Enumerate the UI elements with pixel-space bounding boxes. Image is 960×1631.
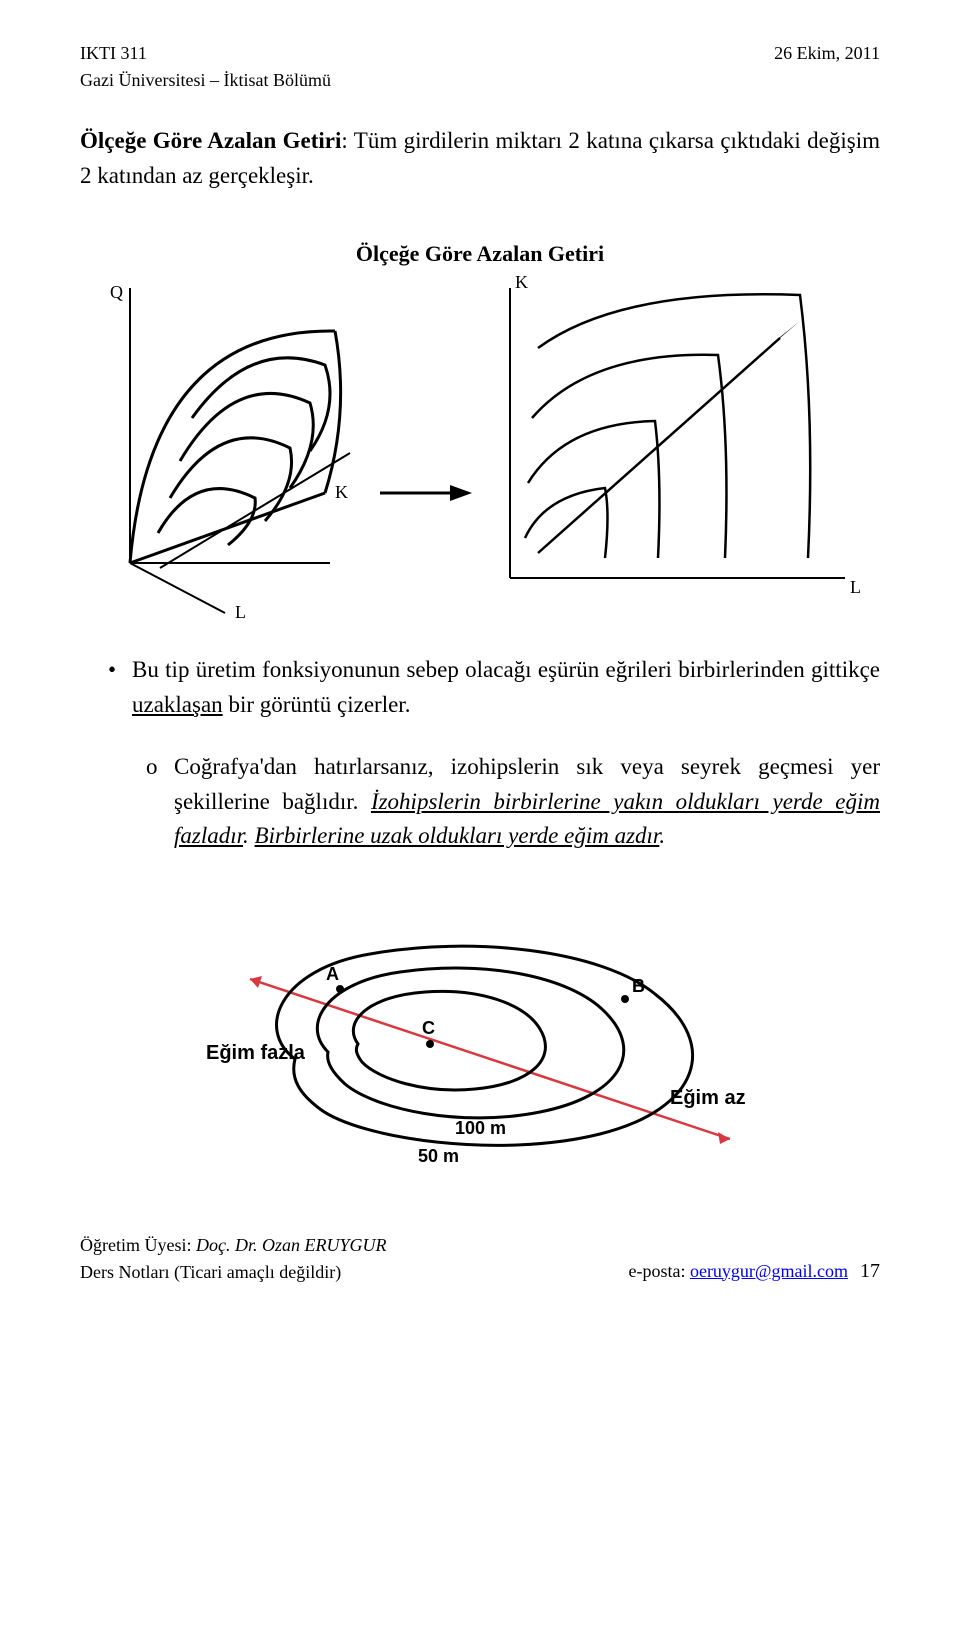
university: Gazi Üniversitesi – İktisat Bölümü [80,67,331,94]
label-50m: 50 m [418,1146,459,1166]
bullet-post: bir görüntü çizerler. [223,692,411,717]
bullet-paragraph: • Bu tip üretim fonksiyonunun sebep olac… [108,653,880,722]
header-left: IKTI 311 Gazi Üniversitesi – İktisat Böl… [80,40,331,94]
axis-Q: Q [110,282,123,302]
heading-bold: Ölçeğe Göre Azalan Getiri [80,128,341,153]
right-panel: K L [510,272,860,597]
footer-email[interactable]: oeruygur@gmail.com [690,1261,848,1281]
label-egim-az: Eğim az [670,1087,746,1109]
label-egim-fazla: Eğim fazla [206,1042,306,1064]
label-C: C [422,1018,435,1038]
bullet-underline: uzaklaşan [132,692,223,717]
footer-instructor: Öğretim Üyesi: Doç. Dr. Ozan ERUYGUR [80,1232,386,1259]
axis-L-right: L [850,577,860,597]
footer-note: Ders Notları (Ticari amaçlı değildir) [80,1259,386,1286]
footer-instr-name: Doç. Dr. Ozan ERUYGUR [196,1235,387,1255]
figure-title: Ölçeğe Göre Azalan Getiri [356,241,604,266]
date: 26 Ekim, 2011 [774,40,880,67]
footer-instr-pre: Öğretim Üyesi: [80,1235,196,1255]
sub-iu2: Birbirlerine uzak oldukları yerde eğim a… [255,823,660,848]
axis-K-left: K [335,482,348,502]
bullet-text: Bu tip üretim fonksiyonunun sebep olacağ… [132,653,880,722]
axis-L-left: L [235,602,246,622]
label-100m: 100 m [455,1118,506,1138]
bullet-marker: • [108,653,132,722]
header-right: 26 Ekim, 2011 [774,40,880,94]
sub-paragraph: o Coğrafya'dan hatırlarsanız, izohipsler… [146,750,880,854]
axis-K-right: K [515,272,528,292]
page-footer: Öğretim Üyesi: Doç. Dr. Ozan ERUYGUR Der… [80,1232,880,1286]
label-B: B [632,976,645,996]
footer-email-pre: e-posta: [628,1261,689,1281]
footer-right: e-posta: oeruygur@gmail.com 17 [628,1256,880,1286]
bullet-pre: Bu tip üretim fonksiyonunun sebep olacağ… [132,657,880,682]
figure-returns: Ölçeğe Göre Azalan Getiri Q K L K L [80,233,880,623]
label-A: A [326,964,339,984]
sub-i1: . [243,823,255,848]
left-panel: Q K L [110,282,350,622]
course-code: IKTI 311 [80,40,331,67]
arrow-between [380,485,472,501]
footer-left: Öğretim Üyesi: Doç. Dr. Ozan ERUYGUR Der… [80,1232,386,1286]
page-header: IKTI 311 Gazi Üniversitesi – İktisat Böl… [80,40,880,94]
figure-contour: A B C Eğim fazla Eğim az 100 m 50 m [200,884,760,1192]
page-number: 17 [860,1256,880,1286]
heading-paragraph: Ölçeğe Göre Azalan Getiri: Tüm girdileri… [80,124,880,193]
sub-marker: o [146,750,174,854]
sub-text: Coğrafya'dan hatırlarsanız, izohipslerin… [174,750,880,854]
sub-i2: . [659,823,665,848]
